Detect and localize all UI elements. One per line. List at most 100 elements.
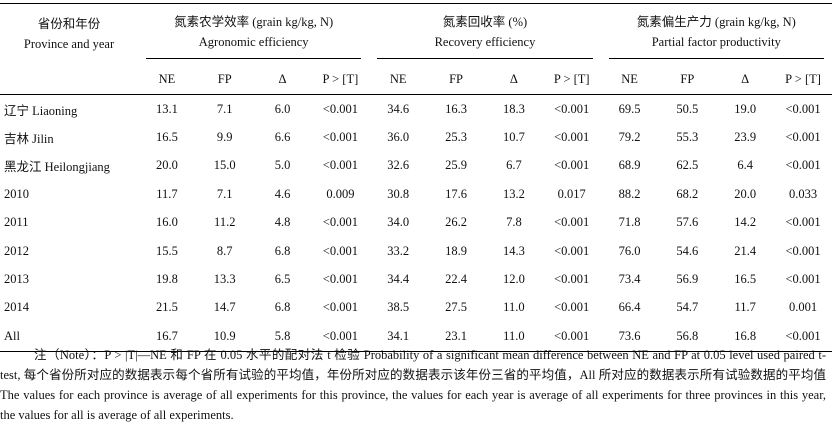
- group-header: 氮素农学效率 (grain kg/kg, N) Agronomic efficie…: [138, 4, 369, 65]
- table-cell: 6.4: [737, 158, 753, 173]
- table-cell: <0.001: [322, 215, 358, 230]
- table-cell: 32.6: [387, 158, 410, 173]
- table-cell: <0.001: [554, 215, 590, 230]
- table-cell: <0.001: [322, 158, 358, 173]
- column-header: Δ: [716, 64, 775, 95]
- table-cell: 23.1: [445, 328, 467, 343]
- table-cell: 8.7: [216, 243, 233, 258]
- table-cell: 16.0: [155, 215, 178, 230]
- table-cell: 34.4: [387, 272, 410, 287]
- table-cell: 33.2: [387, 243, 410, 258]
- table-cell: 68.9: [618, 158, 641, 173]
- group-title-zh: 氮素农学效率 (grain kg/kg, N): [174, 15, 334, 29]
- table-cell: 0.017: [557, 186, 586, 201]
- subheader-row: NE FP Δ P > [T] NE FP Δ P > [T] NE FP Δ P > [T]: [0, 64, 832, 95]
- table-cell: <0.001: [785, 243, 821, 258]
- table-cell: <0.001: [322, 272, 358, 287]
- table-row: 2014 21.5 14.7 6.8 <0.001 38.5 27.5 11.0 <0.001 6…: [0, 294, 832, 322]
- table-cell: 22.4: [445, 272, 467, 287]
- table-cell: 26.2: [445, 215, 467, 230]
- group-title-zh: 氮素回收率 (%): [442, 15, 528, 29]
- table-cell: 16.5: [734, 272, 757, 287]
- row-label: All: [4, 328, 20, 343]
- table-cell: 30.8: [387, 186, 410, 201]
- table-cell: 19.8: [155, 272, 178, 287]
- table-cell: <0.001: [322, 300, 358, 315]
- table-cell: 11.7: [156, 186, 178, 201]
- table-cell: <0.001: [785, 101, 821, 116]
- column-header: FP: [427, 64, 485, 95]
- table-cell: 0.033: [788, 186, 818, 201]
- table-row: 黑龙江 Heilongjiang 20.0 15.0 5.0 <0.001 32.6 25.…: [0, 152, 832, 180]
- table-cell: 23.9: [734, 130, 757, 145]
- table-cell: 0.001: [788, 300, 818, 315]
- table-cell: 18.3: [502, 101, 525, 116]
- table-cell: <0.001: [554, 272, 590, 287]
- table-cell: 21.4: [734, 243, 757, 258]
- table-cell: <0.001: [785, 215, 821, 230]
- table-cell: 10.9: [213, 328, 236, 343]
- table-cell: 11.2: [214, 215, 236, 230]
- table-cell: 62.5: [676, 158, 699, 173]
- table-cell: 25.9: [445, 158, 467, 173]
- column-header: Δ: [253, 64, 312, 95]
- table-cell: 73.4: [618, 272, 641, 287]
- row-label: 2011: [4, 215, 29, 230]
- table-cell: 54.7: [676, 300, 699, 315]
- table-cell: 6.0: [274, 101, 291, 116]
- table-cell: 16.8: [734, 328, 757, 343]
- table-cell: 4.6: [274, 186, 291, 201]
- table-cell: 50.5: [676, 101, 699, 116]
- table-cell: 6.5: [274, 272, 291, 287]
- column-header: NE: [600, 64, 659, 95]
- table-cell: 76.0: [618, 243, 641, 258]
- row-header-text: 省份和年份: [37, 17, 101, 31]
- table-cell: <0.001: [785, 130, 821, 145]
- table-cell: 54.6: [676, 243, 699, 258]
- table-cell: 16.5: [155, 130, 178, 145]
- table-cell: 6.8: [274, 300, 291, 315]
- table-cell: <0.001: [554, 243, 590, 258]
- table-cell: <0.001: [785, 272, 821, 287]
- table-cell: <0.001: [554, 328, 590, 343]
- table-cell: 6.8: [274, 243, 291, 258]
- column-header: P > [T]: [774, 64, 832, 95]
- table-row: All 16.7 10.9 5.8 <0.001 34.1 23.1 11.0 <0.001 73…: [0, 322, 832, 351]
- table-row: 辽宁 Liaoning 13.1 7.1 6.0 <0.001 34.6 16.3 18.3 <…: [0, 95, 832, 124]
- column-header: P > [T]: [542, 64, 601, 95]
- table-row: 2011 16.0 11.2 4.8 <0.001 34.0 26.2 7.8 <0.001 71…: [0, 209, 832, 237]
- table-cell: 12.0: [502, 272, 525, 287]
- table-cell: 68.2: [676, 186, 699, 201]
- table-cell: 73.6: [618, 328, 641, 343]
- column-header: Δ: [484, 64, 543, 95]
- table-cell: 69.5: [618, 101, 641, 116]
- column-header: P > [T]: [311, 64, 370, 95]
- table-cell: 20.0: [734, 186, 757, 201]
- table-cell: 10.7: [502, 130, 525, 145]
- table-row: 2010 11.7 7.1 4.6 0.009 30.8 17.6 13.2 0.017 88.2…: [0, 180, 832, 208]
- table-cell: 27.5: [445, 300, 467, 315]
- table-cell: 34.1: [387, 328, 410, 343]
- table-cell: 7.1: [216, 101, 233, 116]
- table-cell: 34.6: [387, 101, 410, 116]
- table-cell: <0.001: [785, 328, 821, 343]
- table-cell: 21.5: [155, 300, 178, 315]
- table-cell: 5.8: [274, 328, 291, 343]
- table-cell: 4.8: [274, 215, 291, 230]
- data-table: 省份和年份 Province and year 氮素农学效率 (grain kg/k…: [0, 3, 832, 352]
- header-row: 省份和年份 Province and year 氮素农学效率 (grain kg/k…: [0, 3, 832, 95]
- table-cell: <0.001: [322, 328, 358, 343]
- table-cell: 56.8: [676, 328, 699, 343]
- table-cell: <0.001: [785, 158, 821, 173]
- table-cell: <0.001: [554, 158, 590, 173]
- table-cell: 25.3: [445, 130, 467, 145]
- table-cell: 38.5: [387, 300, 410, 315]
- table-cell: 15.0: [213, 158, 236, 173]
- group-title-en: Recovery efficiency: [377, 32, 593, 59]
- table-header: 省份和年份 Province and year 氮素农学效率 (grain kg/k…: [0, 3, 832, 95]
- table-row: 吉林 Jilin 16.5 9.9 6.6 <0.001 36.0 25.3 10.7 <0.0…: [0, 123, 832, 151]
- column-header: NE: [369, 64, 428, 95]
- table-cell: 13.1: [155, 101, 178, 116]
- group-header: 氮素偏生产力 (grain kg/kg, N) Partial factor pr…: [601, 4, 832, 65]
